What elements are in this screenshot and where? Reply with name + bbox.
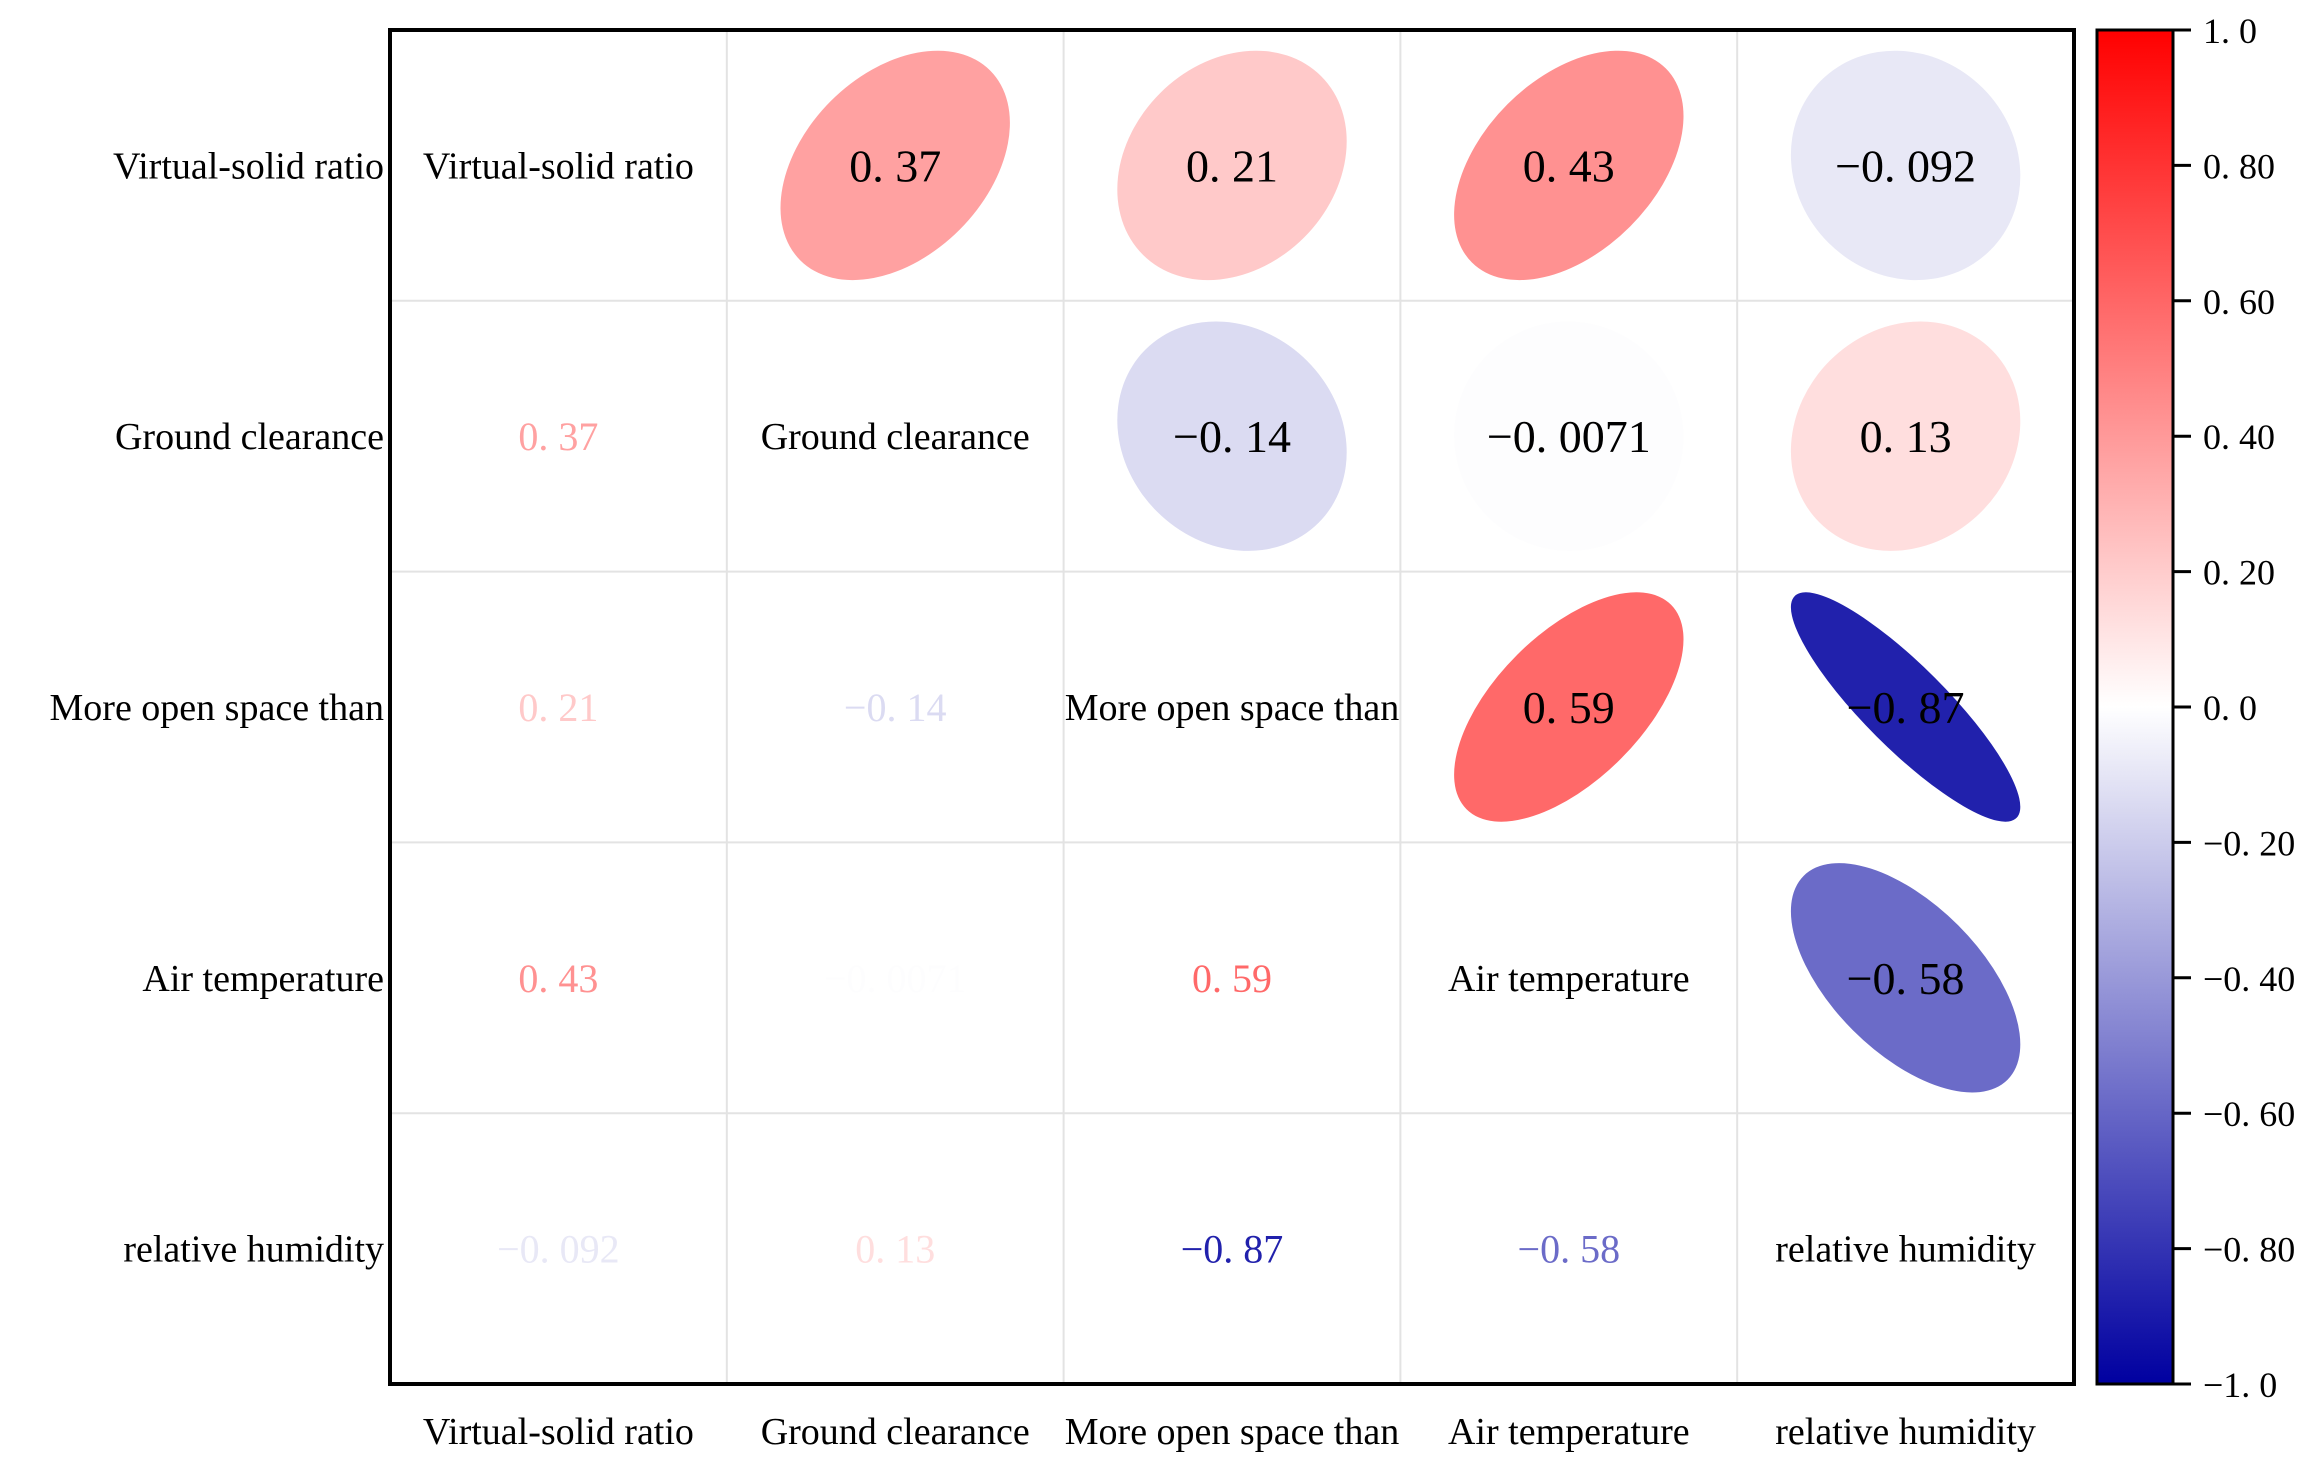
ellipse-value-virtual-solid-ratio-vs-ground-clearance: 0. 37 [849,140,941,191]
diagonal-label-relative-humidity: relative humidity [1775,1229,2036,1271]
ellipse-virtual-solid-ratio-vs-more-open-space-than [1117,50,1347,281]
cell-text-layer: Virtual-solid ratio 0. 37 0. 21 0. 43 −0. 09… [423,140,2036,1271]
value-relative-humidity-vs-more-open-space-than: −0. 87 [1181,1227,1284,1272]
colorbar-tick-label: 0. 0 [2203,688,2257,728]
ellipse-virtual-solid-ratio-vs-air-temperature [1454,50,1684,281]
colorbar-tick-label: −0. 60 [2203,1094,2295,1134]
colorbar-tick-label: 0. 20 [2203,553,2275,593]
ellipse-ground-clearance-vs-air-temperature [1454,321,1684,551]
ellipse-virtual-solid-ratio-vs-ground-clearance [780,50,1010,281]
colorbar-tick-label: −0. 40 [2203,959,2295,999]
y-tick-label-ground-clearance: Ground clearance [115,416,384,458]
ellipse-virtual-solid-ratio-vs-relative-humidity [1790,50,2021,281]
ellipse-value-more-open-space-than-vs-relative-humidity: −0. 87 [1847,682,1965,733]
y-tick-label-air-temperature: Air temperature [142,958,384,1000]
ellipse-ground-clearance-vs-more-open-space-than [1117,321,1347,551]
diagonal-label-ground-clearance: Ground clearance [761,416,1030,458]
value-relative-humidity-vs-virtual-solid-ratio: −0. 092 [497,1227,620,1272]
value-more-open-space-than-vs-virtual-solid-ratio: 0. 21 [518,685,598,730]
colorbar-tick-label: −0. 80 [2203,1230,2295,1270]
colorbar-tick-label: 0. 60 [2203,282,2275,322]
diagonal-label-virtual-solid-ratio: Virtual-solid ratio [423,145,694,187]
y-axis-labels: Virtual-solid ratio Ground clearance More … [50,145,385,1270]
x-tick-label-air-temperature: Air temperature [1448,1411,1690,1453]
ellipse-value-ground-clearance-vs-relative-humidity: 0. 13 [1860,411,1952,462]
ellipse-value-virtual-solid-ratio-vs-air-temperature: 0. 43 [1523,140,1615,191]
y-tick-label-more-open-space-than: More open space than [50,687,385,729]
ellipse-value-ground-clearance-vs-air-temperature: −0. 0071 [1487,411,1651,462]
colorbar-tick-label: 1. 0 [2203,11,2257,51]
value-relative-humidity-vs-air-temperature: −0. 58 [1518,1227,1621,1272]
colorbar-tick-label: −1. 0 [2203,1365,2277,1405]
x-axis-labels: Virtual-solid ratio Ground clearance More … [423,1411,2036,1453]
colorbar-tick-label: −0. 20 [2203,823,2295,863]
colorbar: 1. 0 0. 80 0. 60 0. 40 0. 20 0. 0 −0. 20 −0. 40… [2095,11,2295,1405]
ellipse-value-virtual-solid-ratio-vs-relative-humidity: −0. 092 [1835,140,1976,191]
grid-lines [390,30,2074,1384]
colorbar-ticks: 1. 0 0. 80 0. 60 0. 40 0. 20 0. 0 −0. 20 −0. 40… [2173,11,2295,1405]
y-tick-label-virtual-solid-ratio: Virtual-solid ratio [113,145,384,187]
value-air-temperature-vs-ground-clearance: −0. 0071 [824,956,967,1001]
ellipse-value-ground-clearance-vs-more-open-space-than: −0. 14 [1173,411,1291,462]
x-tick-label-ground-clearance: Ground clearance [761,1411,1030,1453]
ellipse-value-virtual-solid-ratio-vs-more-open-space-than: 0. 21 [1186,140,1278,191]
ellipse-more-open-space-than-vs-relative-humidity [1790,592,2021,822]
colorbar-tick-label: 0. 40 [2203,417,2275,457]
ellipse-value-air-temperature-vs-relative-humidity: −0. 58 [1847,953,1965,1004]
ellipse-more-open-space-than-vs-air-temperature [1454,592,1684,822]
value-ground-clearance-vs-virtual-solid-ratio: 0. 37 [518,414,598,459]
colorbar-tick-label: 0. 80 [2203,146,2275,186]
value-more-open-space-than-vs-ground-clearance: −0. 14 [844,685,947,730]
ellipse-air-temperature-vs-relative-humidity [1790,863,2021,1093]
ellipse-ground-clearance-vs-relative-humidity [1790,321,2021,551]
value-relative-humidity-vs-ground-clearance: 0. 13 [855,1227,935,1272]
plot-frame [388,28,2076,1386]
ellipse-layer [780,50,2021,1093]
value-air-temperature-vs-virtual-solid-ratio: 0. 43 [518,956,598,1001]
ellipse-value-more-open-space-than-vs-air-temperature: 0. 59 [1523,682,1615,733]
value-air-temperature-vs-more-open-space-than: 0. 59 [1192,956,1272,1001]
colorbar-gradient [2095,28,2175,1386]
x-tick-label-more-open-space-than: More open space than [1065,1411,1400,1453]
y-tick-label-relative-humidity: relative humidity [123,1229,384,1271]
diagonal-label-air-temperature: Air temperature [1448,958,1690,1000]
diagonal-label-more-open-space-than: More open space than [1065,687,1400,729]
x-tick-label-relative-humidity: relative humidity [1775,1411,2036,1453]
x-tick-label-virtual-solid-ratio: Virtual-solid ratio [423,1411,694,1453]
